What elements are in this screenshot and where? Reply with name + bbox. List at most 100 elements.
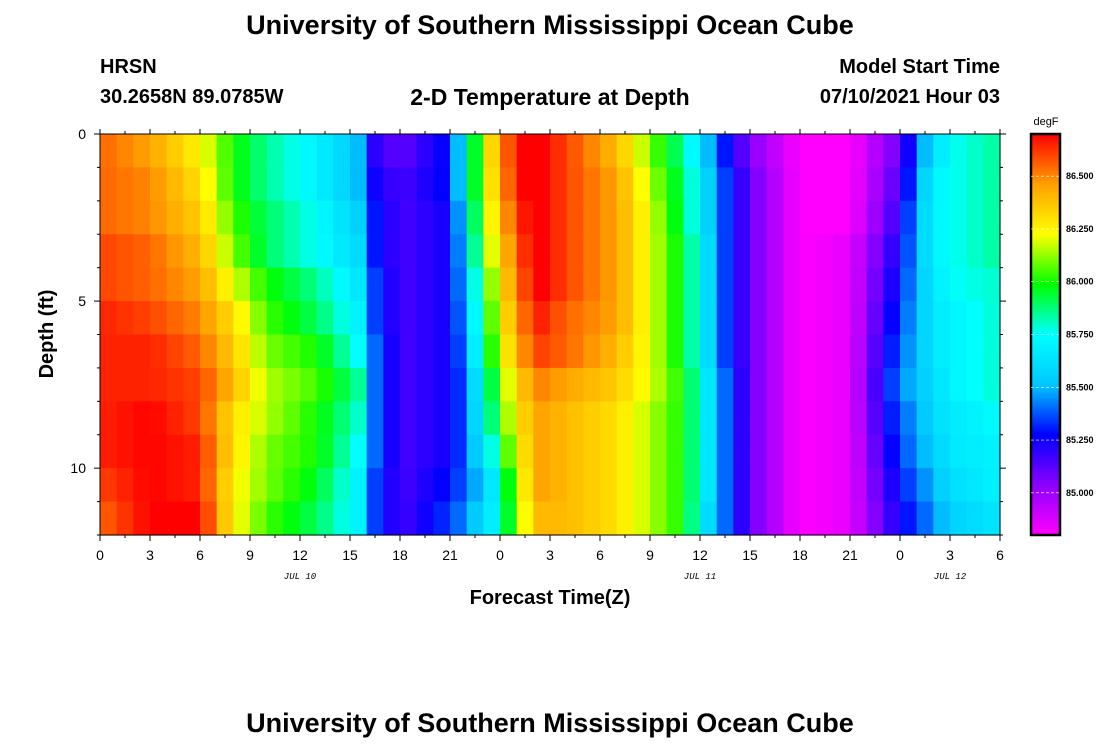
heatmap-cell bbox=[583, 134, 601, 169]
x-tick-label: 0 bbox=[896, 547, 904, 563]
heatmap-cell bbox=[150, 434, 168, 469]
heatmap-cell bbox=[366, 367, 384, 402]
heatmap-cell bbox=[900, 234, 918, 269]
heatmap-cell bbox=[633, 434, 651, 469]
heatmap-cell bbox=[666, 234, 684, 269]
heatmap-cell bbox=[616, 301, 634, 336]
heatmap-cell bbox=[866, 468, 884, 503]
heatmap-cell bbox=[333, 234, 351, 269]
y-axis-ticks: 0 5 10 bbox=[70, 126, 1006, 536]
heatmap-cell bbox=[783, 468, 801, 503]
heatmap-cell bbox=[600, 301, 618, 336]
heatmap-cell bbox=[566, 200, 584, 235]
heatmap-cell bbox=[466, 167, 484, 202]
heatmap-cell bbox=[633, 200, 651, 235]
heatmap-cell bbox=[216, 501, 234, 536]
heatmap-cell bbox=[133, 367, 151, 402]
heatmap-cell bbox=[300, 167, 318, 202]
heatmap-cell bbox=[550, 434, 568, 469]
x-tick-label: 21 bbox=[442, 547, 458, 563]
heatmap-cell bbox=[300, 468, 318, 503]
heatmap-cell bbox=[950, 468, 968, 503]
heatmap-cell bbox=[216, 134, 234, 169]
heatmap-cell bbox=[333, 334, 351, 369]
heatmap-cell bbox=[550, 501, 568, 536]
heatmap-cell bbox=[783, 234, 801, 269]
heatmap-cell bbox=[950, 334, 968, 369]
heatmap-cell bbox=[250, 167, 268, 202]
heatmap-cell bbox=[500, 501, 518, 536]
heatmap-cell bbox=[816, 367, 834, 402]
heatmap-cell bbox=[466, 334, 484, 369]
heatmap-cell bbox=[900, 167, 918, 202]
heatmap-cell bbox=[116, 167, 134, 202]
heatmap-cell bbox=[800, 134, 818, 169]
heatmap-cell bbox=[233, 501, 251, 536]
colorbar-unit: degF bbox=[1033, 116, 1058, 128]
heatmap-cell bbox=[883, 167, 901, 202]
heatmap-cell bbox=[600, 501, 618, 536]
heatmap-cell bbox=[433, 167, 451, 202]
heatmap-cell bbox=[933, 134, 951, 169]
heatmap-cell bbox=[700, 334, 718, 369]
heatmap-cell bbox=[900, 501, 918, 536]
heatmap-cell bbox=[966, 434, 984, 469]
heatmap-cell bbox=[716, 200, 734, 235]
heatmap-cell bbox=[600, 367, 618, 402]
heatmap-cell bbox=[166, 200, 184, 235]
heatmap-cell bbox=[983, 167, 1001, 202]
heatmap-cell bbox=[916, 367, 934, 402]
heatmap-cell bbox=[133, 301, 151, 336]
heatmap-cell bbox=[566, 234, 584, 269]
heatmap-cell bbox=[266, 301, 284, 336]
heatmap-cell bbox=[216, 401, 234, 436]
heatmap-cell bbox=[683, 167, 701, 202]
heatmap-cell bbox=[783, 401, 801, 436]
x-tick-label: 3 bbox=[146, 547, 154, 563]
heatmap-cell bbox=[616, 367, 634, 402]
heatmap-cell bbox=[533, 167, 551, 202]
heatmap-cell bbox=[700, 200, 718, 235]
heatmap-cell bbox=[516, 468, 534, 503]
heatmap-cell bbox=[883, 501, 901, 536]
heatmap-cell bbox=[666, 301, 684, 336]
heatmap-cell bbox=[800, 468, 818, 503]
heatmap-cell bbox=[966, 301, 984, 336]
heatmap-cell bbox=[450, 134, 468, 169]
heatmap-cell bbox=[433, 434, 451, 469]
heatmap-cell bbox=[683, 434, 701, 469]
heatmap-cell bbox=[133, 267, 151, 302]
heatmap-cell bbox=[266, 267, 284, 302]
heatmap-cell bbox=[650, 501, 668, 536]
heatmap-cell bbox=[750, 267, 768, 302]
heatmap-cell bbox=[350, 234, 368, 269]
heatmap-cell bbox=[583, 401, 601, 436]
heatmap-cell bbox=[266, 401, 284, 436]
heatmap-cell bbox=[683, 200, 701, 235]
heatmap-cell bbox=[200, 367, 218, 402]
heatmap-cell bbox=[850, 267, 868, 302]
heatmap-cell bbox=[500, 468, 518, 503]
heatmap-cell bbox=[416, 501, 434, 536]
heatmap-cell bbox=[616, 134, 634, 169]
heatmap-cell bbox=[433, 301, 451, 336]
heatmap-cell bbox=[483, 434, 501, 469]
heatmap-cell bbox=[633, 267, 651, 302]
heatmap-cell bbox=[616, 401, 634, 436]
heatmap-cell bbox=[950, 200, 968, 235]
heatmap-cell bbox=[150, 401, 168, 436]
heatmap-cell bbox=[666, 401, 684, 436]
heatmap-cell bbox=[833, 468, 851, 503]
heatmap-cell bbox=[450, 401, 468, 436]
heatmap-cell bbox=[750, 200, 768, 235]
heatmap-cell bbox=[566, 334, 584, 369]
heatmap-cell bbox=[950, 501, 968, 536]
heatmap-cell bbox=[366, 501, 384, 536]
heatmap-cell bbox=[583, 468, 601, 503]
x-tick-label: 12 bbox=[692, 547, 708, 563]
heatmap-cell bbox=[766, 301, 784, 336]
x-tick-label: 3 bbox=[546, 547, 554, 563]
heatmap-cell bbox=[616, 468, 634, 503]
heatmap-cell bbox=[400, 267, 418, 302]
heatmap-cell bbox=[133, 134, 151, 169]
